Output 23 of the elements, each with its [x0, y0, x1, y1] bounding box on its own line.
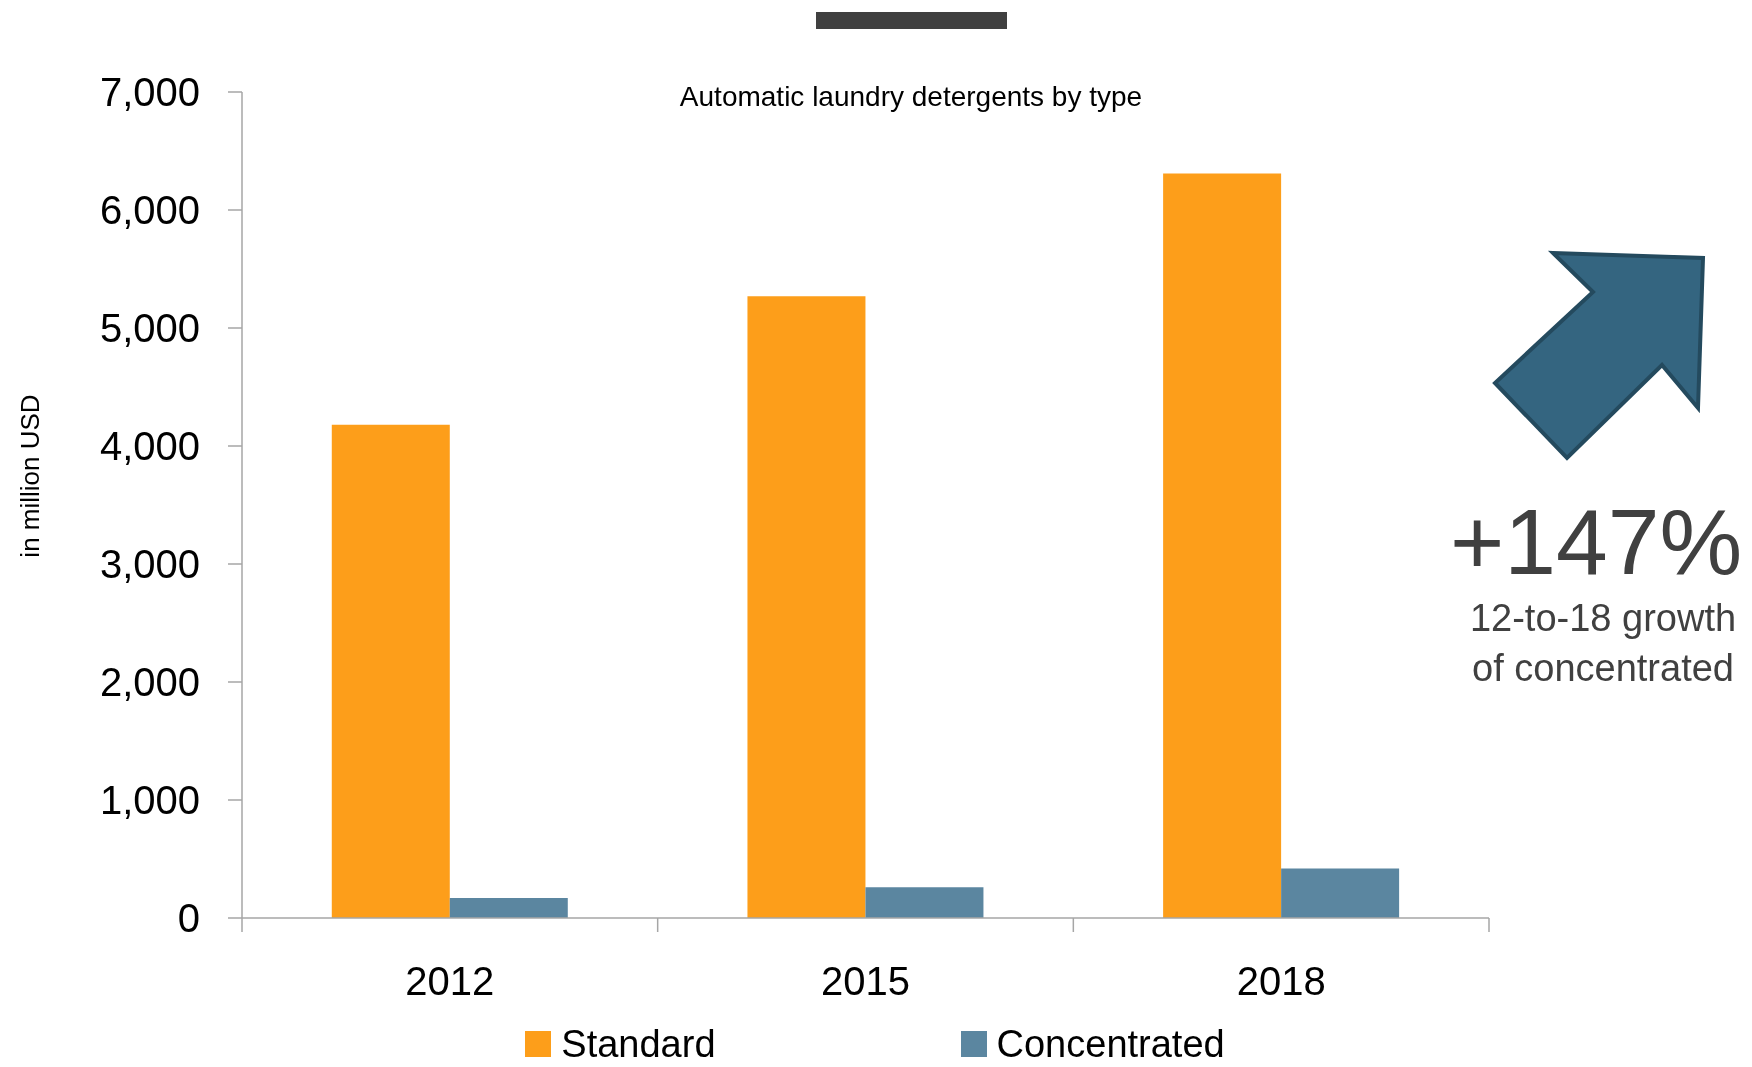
bar: [331, 424, 450, 918]
bar: [747, 296, 866, 918]
x-tick-label: 2018: [1236, 959, 1326, 1003]
chart-title: Automatic laundry detergents by type: [678, 81, 1144, 113]
y-tick-label: 5,000: [99, 306, 200, 351]
y-tick-label: 7,000: [99, 70, 200, 115]
bar: [865, 887, 984, 918]
y-tick-label: 3,000: [99, 542, 200, 587]
x-tick-label: 2012: [405, 959, 495, 1003]
y-tick-label: 1,000: [99, 778, 200, 823]
legend-label: Concentrated: [996, 1023, 1225, 1065]
bar: [449, 897, 568, 918]
x-tick-label: 2015: [821, 959, 910, 1003]
annotation: +147%: [1448, 490, 1744, 594]
y-tick-label: 4,000: [99, 424, 200, 469]
y-tick-label: 6,000: [99, 188, 200, 233]
bar: [1281, 868, 1400, 918]
legend-label: Standard: [561, 1023, 716, 1065]
y-tick-label: 2,000: [99, 660, 200, 705]
annotation: 12-to-18 growth of concentrated: [1468, 596, 1738, 691]
bar: [1163, 173, 1282, 918]
y-tick-label: 0: [177, 896, 200, 941]
y-axis-title: in million USD: [14, 393, 46, 560]
